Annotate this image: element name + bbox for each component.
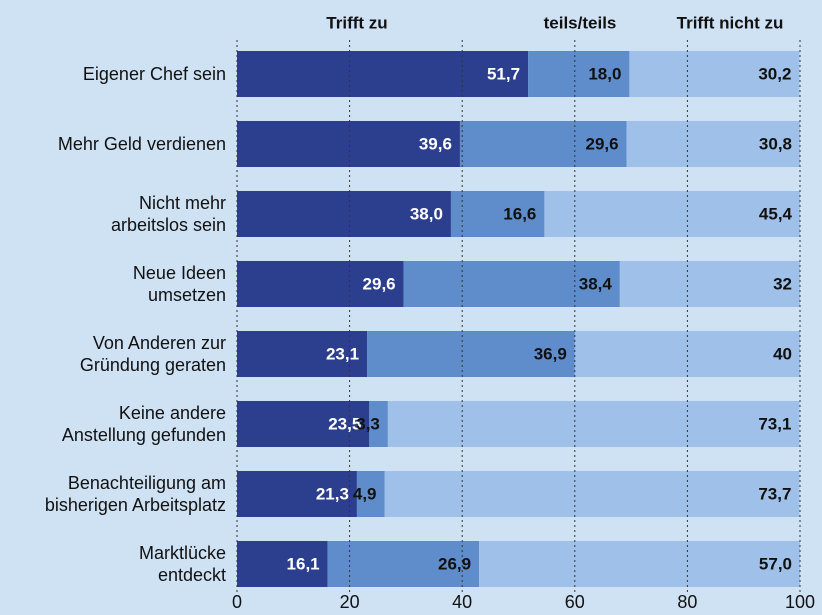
- x-tick-label: 40: [452, 592, 472, 612]
- category-label: Mehr Geld verdienen: [0, 133, 226, 155]
- value-label: 73,7: [758, 484, 791, 503]
- bar-segment: [385, 471, 800, 517]
- x-tick-label: 100: [785, 592, 815, 612]
- plot: 51,7 18,0 30,2 39,6 29,6 30,8 38,0 16,6 45,4 29,6…: [0, 0, 822, 615]
- value-label: 57,0: [759, 554, 792, 573]
- category-label: Von Anderen zur Gründung geraten: [0, 332, 226, 376]
- category-label: Keine andere Anstellung gefunden: [0, 402, 226, 446]
- value-label: 73,1: [758, 414, 791, 433]
- legend-label: Trifft nicht zu: [677, 13, 784, 32]
- chart: 51,7 18,0 30,2 39,6 29,6 30,8 38,0 16,6 45,4 29,6…: [0, 0, 822, 615]
- bar-segment: [388, 401, 800, 447]
- value-label: 3,3: [356, 414, 380, 433]
- value-label: 30,8: [759, 134, 792, 153]
- category-label: Eigener Chef sein: [0, 63, 226, 85]
- x-tick-label: 60: [565, 592, 585, 612]
- value-label: 40: [773, 344, 792, 363]
- value-label: 32: [773, 274, 792, 293]
- bar-segment: [237, 51, 528, 97]
- value-label: 23,1: [326, 344, 359, 363]
- value-label: 30,2: [758, 64, 791, 83]
- bar-segment: [479, 541, 800, 587]
- x-tick-label: 20: [340, 592, 360, 612]
- legend-label: Trifft zu: [326, 13, 387, 32]
- value-label: 29,6: [586, 134, 619, 153]
- value-label: 36,9: [534, 344, 567, 363]
- value-label: 16,6: [503, 204, 536, 223]
- category-label: Benachteiligung am bisherigen Arbeitspla…: [0, 472, 226, 516]
- category-label: Nicht mehr arbeitslos sein: [0, 192, 226, 236]
- value-label: 38,4: [579, 274, 613, 293]
- value-label: 18,0: [588, 64, 621, 83]
- value-label: 4,9: [353, 484, 377, 503]
- x-tick-label: 80: [677, 592, 697, 612]
- value-label: 45,4: [759, 204, 793, 223]
- value-label: 26,9: [438, 554, 471, 573]
- legend-label: teils/teils: [544, 13, 617, 32]
- x-tick-label: 0: [232, 592, 242, 612]
- value-label: 21,3: [316, 484, 349, 503]
- category-label: Marktlücke entdeckt: [0, 542, 226, 586]
- value-label: 38,0: [410, 204, 443, 223]
- value-label: 51,7: [487, 64, 520, 83]
- value-label: 39,6: [419, 134, 452, 153]
- category-label: Neue Ideen umsetzen: [0, 262, 226, 306]
- value-label: 29,6: [363, 274, 396, 293]
- value-label: 16,1: [287, 554, 320, 573]
